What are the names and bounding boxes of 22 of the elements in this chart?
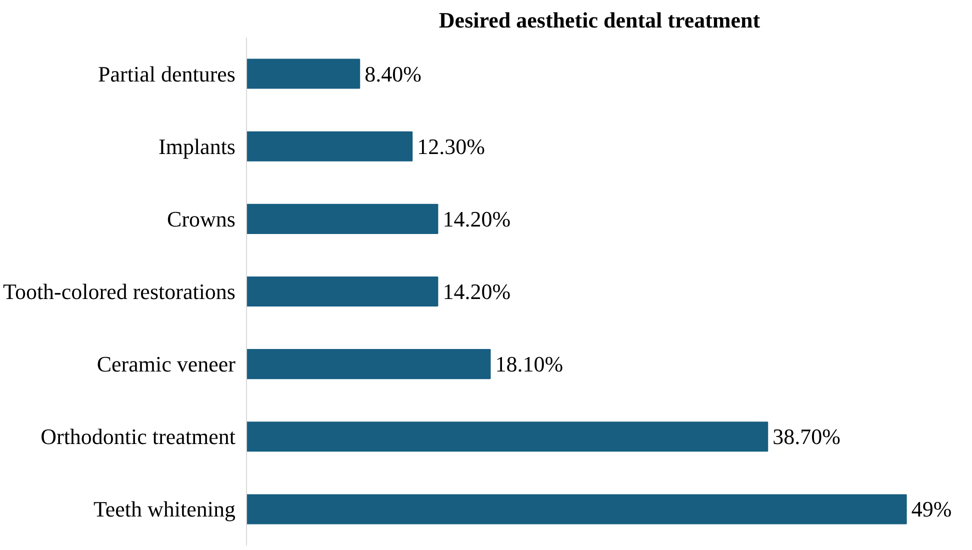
bar — [246, 276, 438, 307]
bar — [246, 422, 768, 452]
y-tick-label: Orthodontic treatment — [40, 424, 236, 450]
chart-title: Desired aesthetic dental treatment — [438, 8, 761, 32]
data-label: 49% — [911, 496, 952, 522]
data-label: 38.70% — [772, 424, 840, 450]
bar — [246, 58, 360, 89]
data-label: 14.20% — [442, 279, 511, 304]
data-label: 18.10% — [495, 352, 564, 377]
bar — [246, 494, 907, 524]
y-tick-label: Teeth whitening — [93, 496, 236, 522]
bar — [246, 204, 438, 234]
bar — [246, 131, 413, 162]
y-tick-label: Partial dentures — [98, 61, 236, 86]
y-tick-label: Implants — [158, 134, 236, 159]
y-tick-label: Ceramic veneer — [96, 352, 236, 377]
data-label: 8.40% — [364, 61, 422, 86]
y-tick-label: Crowns — [167, 206, 236, 232]
bar — [246, 349, 491, 380]
data-label: 12.30% — [417, 134, 485, 159]
y-tick-label: Tooth-colored restorations — [3, 279, 236, 304]
data-label: 14.20% — [442, 206, 511, 232]
